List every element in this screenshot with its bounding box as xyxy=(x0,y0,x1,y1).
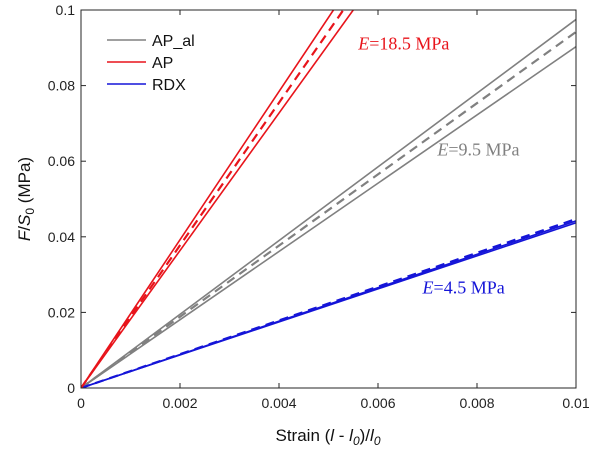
modulus-annotation: E=9.5 MPa xyxy=(436,140,519,160)
series-line-ap-al-solid xyxy=(81,46,576,388)
series-line-ap-al-solid xyxy=(81,18,576,388)
series-line-ap-dashed xyxy=(81,10,345,388)
annotations: E=18.5 MPa E=9.5 MPa E=4.5 MPa xyxy=(357,34,519,298)
modulus-annotation: E=18.5 MPa xyxy=(357,34,449,54)
y-axis: 0 0.02 0.04 0.06 0.08 0.1 xyxy=(48,2,576,396)
y-tick-label: 0.08 xyxy=(48,78,75,94)
legend-label-ap-al: AP_al xyxy=(152,33,195,50)
legend: AP_al AP RDX xyxy=(107,33,195,94)
series-line-ap-solid xyxy=(81,10,354,388)
y-axis-label: F/S0 (MPa) xyxy=(15,157,37,241)
legend-label-rdx: RDX xyxy=(152,77,186,94)
y-tick-label: 0.1 xyxy=(56,2,76,18)
y-tick-label: 0 xyxy=(67,380,75,396)
x-tick-label: 0.002 xyxy=(162,395,197,411)
x-tick-label: 0.008 xyxy=(459,395,494,411)
series-layer xyxy=(81,10,576,388)
y-tick-label: 0.02 xyxy=(48,304,75,320)
plot-frame xyxy=(80,9,577,389)
x-tick-label: 0 xyxy=(77,395,85,411)
modulus-annotation: E=4.5 MPa xyxy=(422,278,505,298)
y-tick-label: 0.06 xyxy=(48,153,75,169)
x-tick-label: 0.004 xyxy=(261,395,296,411)
x-axis: 0 0.002 0.004 0.006 0.008 0.01 xyxy=(77,10,590,411)
series-line-ap-al-dashed xyxy=(81,31,576,388)
x-tick-label: 0.006 xyxy=(360,395,395,411)
series-line-rdx-dashed xyxy=(81,217,576,388)
legend-label-ap: AP xyxy=(152,55,173,72)
series-line-ap-solid xyxy=(81,10,335,388)
y-tick-label: 0.04 xyxy=(48,229,75,245)
x-tick-label: 0.01 xyxy=(562,395,589,411)
x-axis-label: Strain (l - l0)/l0 xyxy=(275,426,380,448)
